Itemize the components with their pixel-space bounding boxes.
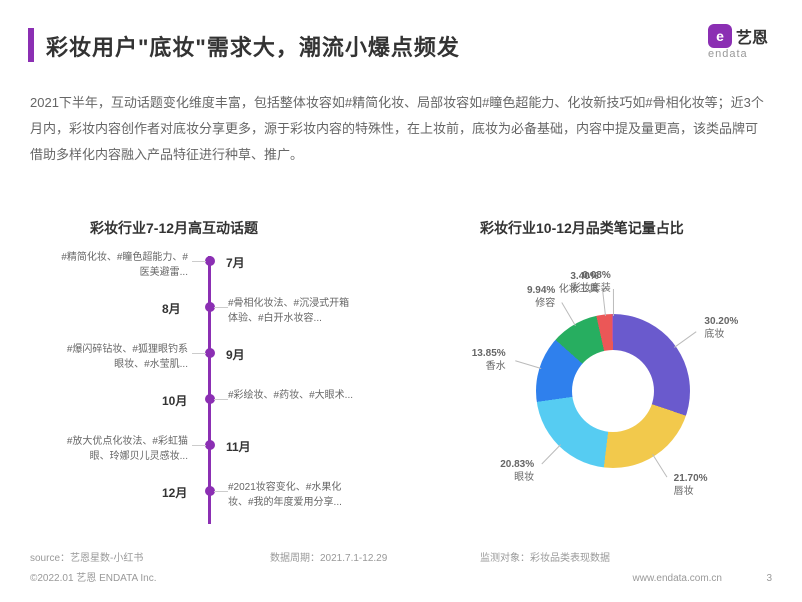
- timeline-dot: [205, 348, 215, 358]
- timeline-topic: #爆闪碎钻妆、#狐狸眼钓系眼妆、#水莹肌...: [58, 342, 188, 372]
- timeline-month: 12月: [162, 484, 187, 501]
- footer-source: source：艺恩星数-小红书: [30, 549, 143, 564]
- timeline-connector: [214, 307, 228, 308]
- footer-period: 数据周期：2021.7.1-12.29: [270, 549, 387, 564]
- timeline-topic: #2021妆容变化、#水果化妆、#我的年度爱用分享...: [228, 480, 358, 510]
- donut-title: 彩妆行业10-12月品类笔记量占比: [480, 218, 684, 238]
- donut-hole: [572, 350, 654, 432]
- logo-cn: 艺恩: [736, 24, 768, 48]
- donut-label: 30.20%底妆: [704, 315, 760, 341]
- donut-label: 21.70%唇妆: [674, 472, 730, 498]
- timeline-dot: [205, 256, 215, 266]
- donut-label: 20.83%眼妆: [478, 458, 534, 484]
- page-number: 3: [766, 573, 772, 584]
- timeline-connector: [192, 261, 206, 262]
- timeline-connector: [192, 445, 206, 446]
- page-title: 彩妆用户"底妆"需求大，潮流小爆点频发: [46, 30, 460, 62]
- donut-leader: [674, 332, 697, 349]
- timeline-month: 7月: [226, 254, 245, 271]
- donut-label: 0.08%彩妆套装: [555, 269, 611, 295]
- body-paragraph: 2021下半年，互动话题变化维度丰富，包括整体妆容如#精简化妆、局部妆容如#瞳色…: [30, 90, 768, 168]
- logo-en: endata: [708, 48, 768, 60]
- timeline-month: 9月: [226, 346, 245, 363]
- timeline-chart: 7月 #精简化妆、#瞳色超能力、#医美避雷... 8月 #骨相化妆法、#沉浸式开箱体验…: [40, 250, 380, 540]
- timeline-connector: [214, 399, 228, 400]
- timeline-spine: [208, 256, 211, 524]
- donut-leader: [561, 303, 576, 327]
- donut-leader: [541, 444, 561, 464]
- timeline-topic: #放大优点化妆法、#彩虹猫眼、玲娜贝儿灵感妆...: [58, 434, 188, 464]
- donut-leader: [515, 361, 541, 370]
- timeline-connector: [214, 491, 228, 492]
- logo: e 艺恩 endata: [708, 24, 768, 60]
- donut-leader: [613, 289, 614, 316]
- timeline-connector: [192, 353, 206, 354]
- logo-badge-icon: e: [708, 24, 732, 48]
- timeline-title: 彩妆行业7-12月高互动话题: [90, 218, 258, 238]
- accent-bar: [28, 28, 34, 62]
- timeline-month: 11月: [226, 438, 251, 455]
- footer-copyright: ©2022.01 艺恩 ENDATA Inc.: [30, 569, 157, 584]
- footer-url: www.endata.com.cn: [633, 573, 723, 584]
- donut-chart: 30.20%底妆21.70%唇妆20.83%眼妆13.85%香水9.94%修容3…: [440, 252, 780, 532]
- timeline-dot: [205, 440, 215, 450]
- footer-target: 监测对象：彩妆品类表现数据: [480, 549, 610, 564]
- timeline-topic: #精简化妆、#瞳色超能力、#医美避雷...: [58, 250, 188, 280]
- timeline-topic: #彩绘妆、#药妆、#大眼术...: [228, 388, 358, 403]
- timeline-topic: #骨相化妆法、#沉浸式开箱体验、#白开水妆容...: [228, 296, 358, 326]
- donut-label: 13.85%香水: [450, 347, 506, 373]
- timeline-month: 8月: [162, 300, 181, 317]
- donut-leader: [652, 454, 667, 477]
- timeline-month: 10月: [162, 392, 187, 409]
